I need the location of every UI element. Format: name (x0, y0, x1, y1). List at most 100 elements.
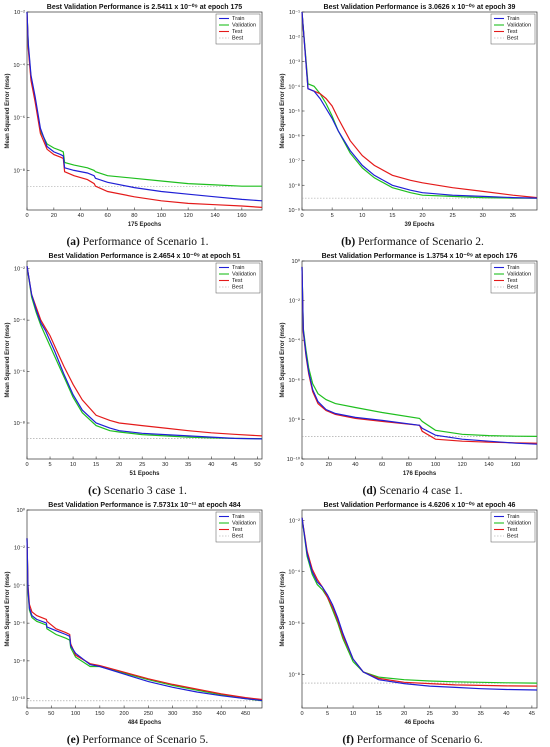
legend-label: Train (232, 265, 245, 271)
legend-label: Test (507, 29, 518, 35)
x-tick-label: 10 (350, 711, 356, 717)
x-axis-label: 176 Epochs (403, 471, 437, 477)
panel-c: Best Validation Performance is 2.4654 x … (0, 249, 275, 498)
series-validation-line (301, 11, 537, 199)
y-tick-label: 10⁻⁶ (14, 115, 25, 122)
x-tick-label: 0 (25, 711, 28, 717)
legend-label: Train (507, 265, 520, 271)
x-tick-label: 5 (48, 462, 51, 468)
caption-c: (c) Scenario 3 case 1. (88, 485, 187, 497)
y-tick-label: 10⁻⁴ (13, 317, 25, 324)
y-tick-label: 10⁻² (289, 299, 300, 305)
chart-f: Best Validation Performance is 4.6206 x … (280, 501, 538, 726)
x-tick-label: 35 (510, 213, 516, 219)
legend-label: Validation (507, 521, 531, 527)
series-train-line (301, 517, 538, 691)
x-tick-label: 30 (162, 462, 168, 468)
chart-d: Best Validation Performance is 1.3754 x … (280, 252, 538, 477)
y-tick-label: 10⁻¹⁰ (12, 696, 26, 703)
panel-d: Best Validation Performance is 1.3754 x … (275, 249, 550, 498)
series-validation-line (26, 538, 263, 702)
x-tick-label: 50 (48, 711, 54, 717)
plot-area (301, 11, 538, 211)
x-tick-label: 80 (131, 213, 137, 219)
y-tick-label: 10⁻⁸ (13, 420, 25, 427)
y-axis-label: Mean Squared Error (mse) (280, 73, 286, 148)
x-tick-label: 0 (25, 462, 28, 468)
y-tick-label: 10⁻⁸ (288, 672, 300, 679)
series-test-line (301, 11, 538, 199)
y-tick-label: 10⁻⁹ (288, 207, 300, 214)
x-tick-label: 40 (208, 462, 214, 468)
x-tick-label: 0 (300, 213, 303, 219)
x-tick-label: 25 (139, 462, 145, 468)
caption-b: (b) Performance of Scenario 2. (341, 236, 484, 248)
x-tick-label: 140 (484, 462, 493, 468)
chart-c: Best Validation Performance is 2.4654 x … (5, 252, 263, 477)
y-tick-label: 10⁻⁶ (289, 377, 300, 384)
chart-title: Best Validation Performance is 3.0626 x … (324, 3, 516, 11)
legend-label: Best (232, 534, 244, 540)
x-tick-label: 40 (503, 711, 509, 717)
x-tick-label: 0 (25, 213, 28, 219)
x-tick-label: 100 (71, 711, 80, 717)
series-validation-line (26, 266, 263, 440)
caption-a: (a) Performance of Scenario 1. (66, 236, 209, 248)
x-tick-label: 25 (450, 213, 456, 219)
x-tick-label: 20 (419, 213, 425, 219)
chart-title: Best Validation Performance is 7.5731x 1… (48, 502, 240, 509)
y-tick-label: 10⁻⁶ (14, 620, 25, 627)
legend-box (490, 511, 536, 543)
x-axis-label: 46 Epochs (404, 720, 435, 726)
legend-label: Best (507, 36, 519, 42)
x-tick-label: 10 (359, 213, 365, 219)
y-tick-label: 10⁻⁷ (289, 158, 300, 165)
y-tick-label: 10⁻⁶ (289, 133, 300, 140)
legend-label: Validation (507, 23, 531, 29)
x-tick-label: 60 (379, 462, 385, 468)
x-tick-label: 50 (254, 462, 260, 468)
x-tick-label: 250 (144, 711, 153, 717)
chart-e: Best Validation Performance is 7.5731x 1… (5, 502, 263, 726)
x-tick-label: 200 (119, 711, 128, 717)
legend-label: Train (507, 514, 520, 520)
y-tick-label: 10⁻⁸ (13, 658, 25, 665)
x-tick-label: 5 (326, 711, 329, 717)
y-axis-label: Mean Squared Error (mse) (5, 322, 11, 397)
x-tick-label: 300 (168, 711, 177, 717)
legend-label: Best (232, 36, 244, 42)
x-tick-label: 80 (406, 462, 412, 468)
x-axis-label: 51 Epochs (129, 471, 160, 477)
y-tick-label: 10⁻¹⁰ (287, 456, 301, 463)
x-tick-label: 10 (70, 462, 76, 468)
x-tick-label: 400 (217, 711, 226, 717)
legend-label: Validation (232, 23, 256, 29)
series-train-line (301, 11, 538, 199)
x-tick-label: 35 (185, 462, 191, 468)
caption-d: (d) Scenario 4 case 1. (362, 485, 463, 497)
legend-label: Train (232, 514, 245, 520)
legend-label: Test (507, 278, 518, 284)
x-tick-label: 20 (51, 213, 57, 219)
chart-title: Best Validation Performance is 2.5411 x … (47, 3, 243, 11)
chart-title: Best Validation Performance is 4.6206 x … (324, 501, 516, 509)
y-tick-label: 10⁰ (292, 258, 301, 265)
y-tick-label: 10⁻⁶ (289, 620, 300, 627)
chart-a: Best Validation Performance is 2.5411 x … (5, 3, 263, 228)
legend-label: Best (232, 285, 244, 291)
x-tick-label: 5 (331, 213, 334, 219)
panel-a: Best Validation Performance is 2.5411 x … (0, 0, 275, 249)
legend-label: Validation (232, 521, 256, 527)
y-axis-label: Mean Squared Error (mse) (280, 571, 286, 646)
x-tick-label: 35 (478, 711, 484, 717)
legend-label: Validation (507, 272, 531, 278)
y-tick-label: 10⁻⁴ (288, 337, 300, 344)
y-tick-label: 10⁻⁸ (13, 167, 25, 174)
x-tick-label: 160 (237, 213, 246, 219)
y-tick-label: 10⁻² (289, 35, 300, 41)
